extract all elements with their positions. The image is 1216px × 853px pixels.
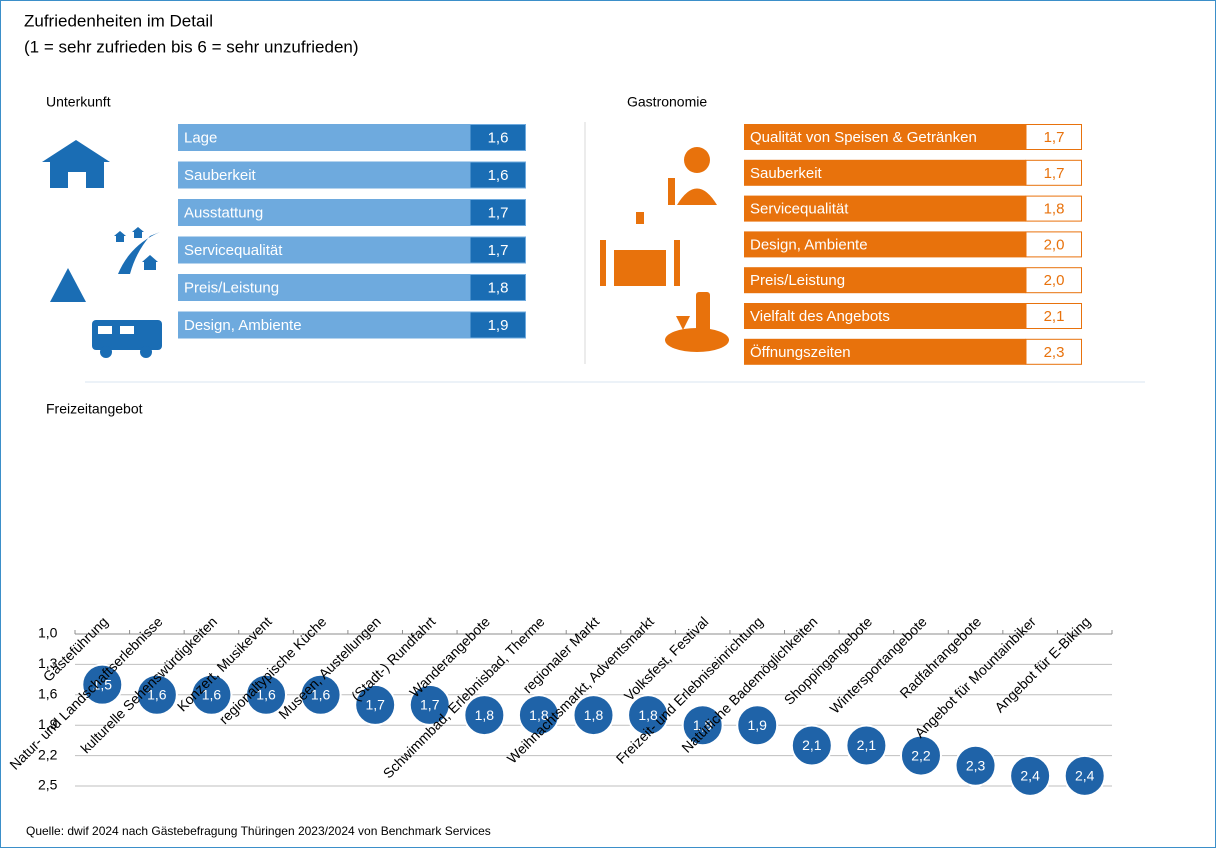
y-tick-label: 2,5 (38, 777, 58, 793)
value-label: 1,7 (1044, 165, 1065, 182)
category-label: Design, Ambiente (750, 236, 868, 253)
category-label: Servicequalität (750, 201, 849, 218)
value-label: 2,1 (1044, 308, 1065, 325)
value-label: 1,7 (488, 242, 509, 259)
section-title: Gastronomie (627, 94, 707, 110)
title: Zufriedenheiten im Detail (24, 11, 213, 30)
category-label: Vielfalt des Angebots (750, 308, 890, 325)
infographic: Zufriedenheiten im Detail (1 = sehr zufr… (0, 0, 1216, 848)
section-title: Unterkunft (46, 94, 111, 110)
bar (178, 124, 470, 151)
value-label: 1,9 (488, 317, 509, 334)
value-label: 1,8 (488, 279, 509, 296)
source: Quelle: dwif 2024 nach Gästebefragung Th… (26, 824, 491, 838)
value-label: 2,3 (1044, 344, 1065, 361)
value-label: 1,8 (475, 707, 495, 723)
value-label: 1,9 (748, 717, 768, 733)
value-label: 2,4 (1075, 768, 1095, 784)
category-label: Ausstattung (184, 204, 263, 221)
category-label: Qualität von Speisen & Getränken (750, 129, 977, 146)
value-label: 2,3 (966, 757, 986, 773)
value-label: 1,6 (488, 129, 509, 146)
value-label: 1,8 (584, 707, 604, 723)
y-tick-label: 1,6 (38, 686, 58, 702)
subtitle: (1 = sehr zufrieden bis 6 = sehr unzufri… (24, 37, 359, 56)
category-label: Servicequalität (184, 242, 283, 259)
value-label: 2,0 (1044, 272, 1065, 289)
value-label: 1,7 (1044, 129, 1065, 146)
value-label: 1,7 (365, 697, 385, 713)
y-tick-label: 1,0 (38, 625, 58, 641)
value-label: 1,7 (488, 204, 509, 221)
value-label: 2,4 (1020, 768, 1040, 784)
value-label: 1,8 (1044, 201, 1065, 218)
value-label: 1,6 (488, 167, 509, 184)
category-label: Design, Ambiente (184, 317, 302, 334)
category-label: Preis/Leistung (184, 279, 279, 296)
value-label: 1,7 (420, 697, 440, 713)
category-label: Öffnungszeiten (750, 343, 851, 361)
category-label: Sauberkeit (750, 165, 823, 182)
category-label: Preis/Leistung (750, 272, 845, 289)
category-label: Lage (184, 129, 217, 146)
category-label: Sauberkeit (184, 167, 257, 184)
value-label: 2,0 (1044, 236, 1065, 253)
value-label: 2,1 (857, 737, 877, 753)
value-label: 2,1 (802, 737, 822, 753)
value-label: 2,2 (911, 747, 931, 763)
section-title: Freizeitangebot (46, 401, 143, 417)
